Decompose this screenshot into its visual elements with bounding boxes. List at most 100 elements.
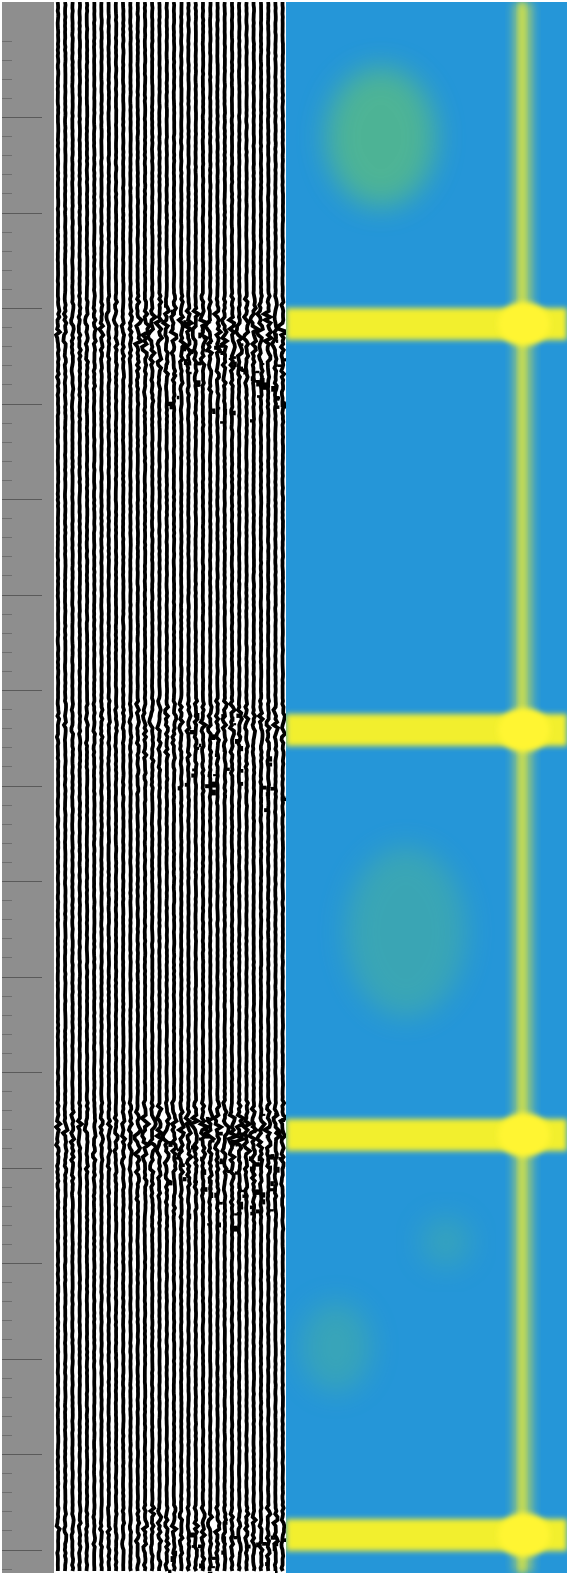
scale-minor-tick [2, 1415, 12, 1417]
scale-minor-tick [2, 1243, 12, 1245]
waveform-noise-mark [214, 345, 218, 350]
waveform-noise-mark [268, 1165, 272, 1169]
heatmap-band-peak [498, 1513, 550, 1557]
waveform-noise-mark [274, 1541, 279, 1547]
waveform-noise-mark [281, 402, 286, 408]
scale-minor-tick [2, 269, 12, 271]
scale-major-tick [2, 117, 42, 118]
waveform-noise-mark [263, 384, 268, 389]
waveform-trace [254, 2, 268, 1572]
waveform-noise-mark [195, 380, 201, 386]
waveform-noise-mark [233, 361, 237, 368]
waveform-noise-mark [169, 403, 175, 410]
waveform-noise-mark [257, 395, 261, 398]
waveform-noise-mark [179, 1129, 183, 1133]
waveform-noise-mark [204, 1136, 210, 1139]
waveform-noise-mark [170, 309, 174, 315]
waveform-noise-mark [241, 368, 246, 372]
scale-minor-tick [2, 78, 12, 80]
waveform-noise-mark [164, 304, 166, 308]
scale-minor-tick [2, 518, 12, 520]
waveform-traces [54, 2, 286, 1573]
waveform-noise-mark [251, 1173, 257, 1176]
waveform-noise-mark [188, 324, 191, 327]
waveform-noise-mark [236, 713, 242, 718]
waveform-noise-mark [223, 743, 226, 749]
waveform-noise-mark [235, 1142, 238, 1147]
waveform-trace [160, 2, 172, 1572]
waveform-trace [119, 2, 128, 1572]
waveform-noise-mark [226, 767, 230, 771]
scale-minor-tick [2, 709, 12, 711]
waveform-trace [219, 2, 231, 1572]
waveform-noise-mark [276, 339, 279, 343]
waveform-noise-mark [275, 1570, 278, 1573]
scale-minor-tick [2, 250, 12, 252]
scale-minor-tick [2, 1320, 12, 1322]
scale-minor-tick [2, 1434, 12, 1436]
waveform-trace [152, 2, 165, 1572]
waveform-noise-mark [237, 1182, 240, 1189]
waveform-trace [203, 2, 217, 1572]
waveform-noise-mark [217, 1131, 223, 1136]
waveform-noise-mark [222, 749, 226, 752]
heatmap-band-peak [498, 708, 550, 752]
waveform-noise-mark [233, 1225, 238, 1232]
scale-minor-tick [2, 174, 12, 176]
scale-minor-tick [2, 1014, 12, 1016]
waveform-noise-mark [264, 808, 270, 813]
waveform-noise-mark [181, 345, 187, 352]
waveform-noise-mark [240, 769, 244, 773]
waveform-noise-mark [221, 1550, 225, 1555]
scale-major-tick [2, 594, 42, 596]
waveform-trace [211, 2, 225, 1572]
waveform-noise-mark [191, 1545, 195, 1548]
heatmap-blob [346, 847, 466, 1017]
waveform-noise-mark [276, 405, 280, 409]
waveform-noise-mark [198, 332, 202, 339]
waveform-noise-mark [268, 1209, 274, 1212]
waveform-noise-mark [210, 1566, 215, 1569]
waveform-noise-mark [256, 380, 261, 387]
scale-minor-tick [2, 1205, 12, 1207]
waveform-noise-mark [261, 382, 267, 386]
scale-minor-tick [2, 728, 12, 730]
waveform-noise-mark [196, 746, 200, 750]
waveform-noise-mark [255, 370, 260, 374]
waveform-noise-mark [280, 351, 285, 354]
scale-major-tick [2, 1549, 42, 1551]
waveform-trace [111, 2, 120, 1572]
amplitude-heatmap-panel [286, 2, 567, 1573]
waveform-noise-mark [234, 1213, 238, 1216]
scale-major-tick [2, 785, 42, 787]
waveform-noise-mark [189, 349, 194, 355]
waveform-noise-mark [168, 1141, 173, 1147]
waveform-noise-mark [241, 1189, 245, 1193]
scale-minor-tick [2, 1511, 12, 1513]
waveform-noise-mark [220, 351, 224, 355]
waveform-trace [187, 2, 202, 1572]
waveform-noise-mark [240, 343, 244, 347]
scale-minor-tick [2, 1148, 12, 1150]
waveform-noise-mark [218, 1201, 223, 1205]
waveform-trace [96, 2, 106, 1572]
waveform-noise-mark [203, 337, 207, 342]
waveform-noise-mark [175, 1157, 179, 1160]
waveform-noise-mark [265, 792, 269, 797]
scale-minor-tick [2, 556, 12, 558]
scale-minor-tick [2, 231, 12, 233]
waveform-noise-mark [250, 1125, 256, 1128]
scale-minor-tick [2, 384, 12, 386]
waveform-noise-mark [198, 743, 202, 748]
waveform-noise-mark [247, 1544, 251, 1549]
waveform-noise-mark [240, 1133, 246, 1137]
waveform-noise-mark [272, 1537, 278, 1540]
waveform-noise-mark [255, 1189, 260, 1195]
scale-major-tick [2, 403, 42, 405]
scale-minor-tick [2, 613, 12, 615]
waveform-noise-mark [185, 321, 188, 328]
waveform-noise-mark [239, 366, 243, 372]
waveform-noise-mark [214, 1192, 218, 1198]
waveform-noise-mark [250, 1211, 254, 1216]
waveform-noise-mark [177, 786, 181, 791]
